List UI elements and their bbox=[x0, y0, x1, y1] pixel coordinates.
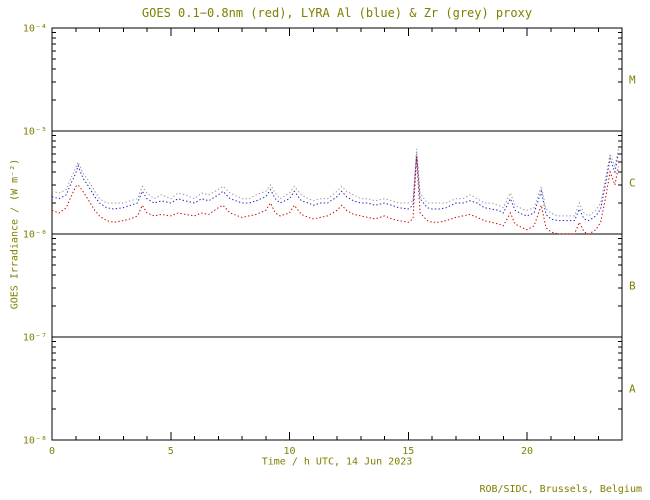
y-tick-label: 10⁻⁶ bbox=[23, 230, 47, 241]
y-tick-label: 10⁻⁴ bbox=[23, 24, 47, 35]
x-tick-label: 0 bbox=[49, 446, 55, 457]
series-zr-grey bbox=[51, 148, 619, 217]
class-letter-M: M bbox=[629, 74, 636, 87]
series-lyra-al-blue bbox=[51, 153, 619, 222]
class-letter-B: B bbox=[629, 280, 636, 293]
chart-title: GOES 0.1−0.8nm (red), LYRA Al (blue) & Z… bbox=[141, 6, 533, 20]
y-tick-label: 10⁻⁷ bbox=[23, 333, 47, 344]
class-letter-C: C bbox=[629, 177, 636, 190]
x-tick-label: 10 bbox=[283, 446, 295, 457]
series-goes-red bbox=[51, 157, 619, 235]
x-tick-label: 20 bbox=[521, 446, 533, 457]
y-axis-label: GOES Irradiance / (W m⁻²) bbox=[9, 158, 21, 310]
y-tick-label: 10⁻⁵ bbox=[23, 127, 47, 138]
footer-credit: ROB/SIDC, Brussels, Belgium bbox=[479, 484, 642, 495]
class-letter-A: A bbox=[629, 383, 636, 396]
x-axis-label: Time / h UTC, 14 Jun 2023 bbox=[261, 456, 413, 468]
x-tick-label: 15 bbox=[402, 446, 414, 457]
x-tick-label: 5 bbox=[168, 446, 174, 457]
y-tick-label: 10⁻⁸ bbox=[23, 436, 47, 447]
